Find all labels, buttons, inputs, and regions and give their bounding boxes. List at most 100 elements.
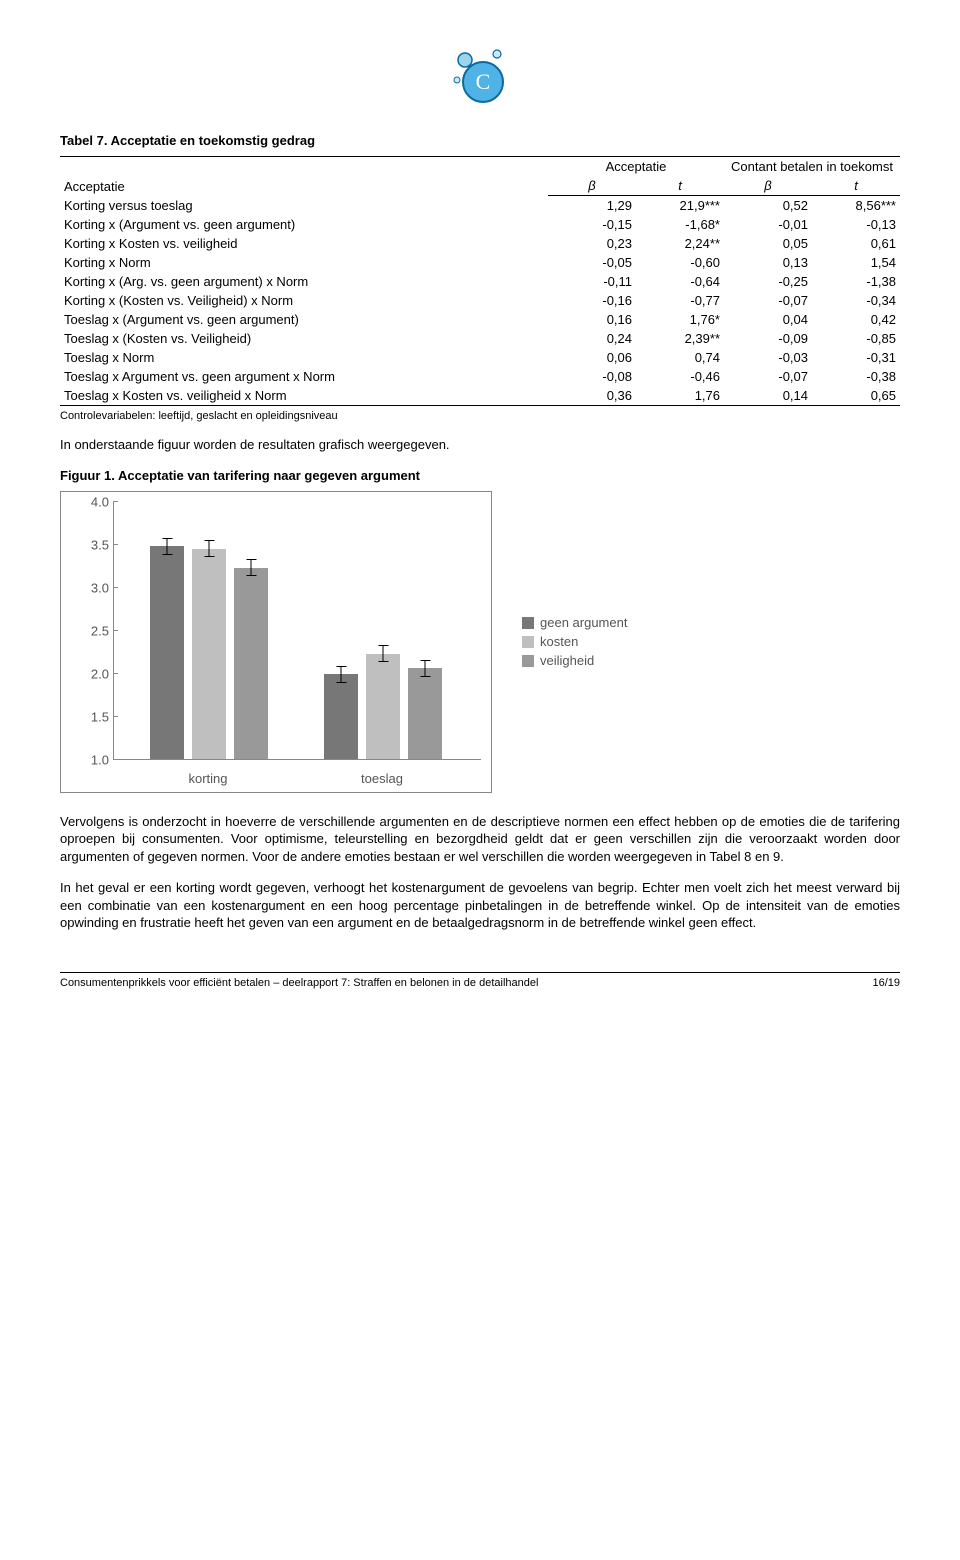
footer-page: 16/19: [872, 977, 900, 989]
table-note: Controlevariabelen: leeftijd, geslacht e…: [60, 410, 900, 422]
table-cell: -0,46: [636, 367, 724, 386]
paragraph-intro: In onderstaande figuur worden de resulta…: [60, 436, 900, 454]
table-cell: 0,14: [724, 386, 812, 406]
sub-beta-1: β: [548, 176, 636, 196]
table-cell: 0,52: [724, 196, 812, 216]
table-cell: 0,06: [548, 348, 636, 367]
legend-label: veiligheid: [540, 653, 594, 668]
y-tick-label: 2.5: [61, 623, 109, 638]
table-cell: 2,39**: [636, 329, 724, 348]
stats-table: Acceptatie Acceptatie Contant betalen in…: [60, 156, 900, 406]
y-tick-label: 1.0: [61, 752, 109, 767]
chart-bar: [192, 549, 226, 759]
svg-text:C: C: [476, 69, 491, 94]
legend-swatch: [522, 617, 534, 629]
chart-bar: [150, 546, 184, 758]
table-cell: -0,11: [548, 272, 636, 291]
table-cell: -0,07: [724, 367, 812, 386]
legend-item: veiligheid: [522, 653, 627, 668]
table-row-label: Toeslag x (Kosten vs. Veiligheid): [60, 329, 548, 348]
x-category-label: korting: [149, 771, 267, 786]
y-tick-label: 4.0: [61, 494, 109, 509]
legend-label: geen argument: [540, 615, 627, 630]
bar-chart: 1.0 1.5 2.0 2.5 3.0 3.5 4.0 korting toeslag: [60, 491, 492, 793]
table-cell: -0,13: [812, 215, 900, 234]
table-cell: -1,38: [812, 272, 900, 291]
y-tick-label: 3.5: [61, 537, 109, 552]
table-cell: -0,31: [812, 348, 900, 367]
table-cell: -0,25: [724, 272, 812, 291]
table-cell: 0,65: [812, 386, 900, 406]
table-cell: -0,60: [636, 253, 724, 272]
legend-item: kosten: [522, 634, 627, 649]
table-cell: 1,29: [548, 196, 636, 216]
table-cell: 1,76: [636, 386, 724, 406]
table-cell: 1,76*: [636, 310, 724, 329]
table-row-label: Korting x Norm: [60, 253, 548, 272]
col-header-group2: Contant betalen in toekomst: [724, 157, 900, 177]
table-cell: 0,05: [724, 234, 812, 253]
table-cell: 0,74: [636, 348, 724, 367]
chart-bar: [366, 654, 400, 759]
table-cell: 0,36: [548, 386, 636, 406]
table-cell: 2,24**: [636, 234, 724, 253]
table-cell: -0,03: [724, 348, 812, 367]
table-row-label: Korting x (Kosten vs. Veiligheid) x Norm: [60, 291, 548, 310]
x-category-label: toeslag: [323, 771, 441, 786]
table-row-label: Korting x (Argument vs. geen argument): [60, 215, 548, 234]
legend-swatch: [522, 636, 534, 648]
table-cell: 0,24: [548, 329, 636, 348]
table-cell: -0,38: [812, 367, 900, 386]
table-row-label: Toeslag x Argument vs. geen argument x N…: [60, 367, 548, 386]
table-cell: 21,9***: [636, 196, 724, 216]
table-cell: 0,16: [548, 310, 636, 329]
table-cell: -0,05: [548, 253, 636, 272]
sub-t-2: t: [812, 176, 900, 196]
table-cell: -0,34: [812, 291, 900, 310]
y-tick-label: 3.0: [61, 580, 109, 595]
table-cell: -0,01: [724, 215, 812, 234]
col-header-left: Acceptatie: [60, 157, 548, 196]
y-tick-label: 1.5: [61, 709, 109, 724]
paragraph-2: Vervolgens is onderzocht in hoeverre de …: [60, 813, 900, 866]
footer-text: Consumentenprikkels voor efficiënt betal…: [60, 977, 538, 989]
table-cell: -1,68*: [636, 215, 724, 234]
page-footer: Consumentenprikkels voor efficiënt betal…: [60, 972, 900, 989]
table-cell: 0,04: [724, 310, 812, 329]
table-cell: -0,15: [548, 215, 636, 234]
legend-swatch: [522, 655, 534, 667]
table-cell: -0,09: [724, 329, 812, 348]
sub-beta-2: β: [724, 176, 812, 196]
chart-bar: [408, 668, 442, 758]
header-logo: C: [60, 40, 900, 113]
table-cell: 0,23: [548, 234, 636, 253]
sub-t-1: t: [636, 176, 724, 196]
legend-item: geen argument: [522, 615, 627, 630]
table-row-label: Toeslag x Kosten vs. veiligheid x Norm: [60, 386, 548, 406]
chart-bar: [324, 674, 358, 758]
table-cell: -0,77: [636, 291, 724, 310]
chart-legend: geen argument kosten veiligheid: [522, 611, 627, 672]
chart-bar: [234, 568, 268, 759]
table-cell: 8,56***: [812, 196, 900, 216]
legend-label: kosten: [540, 634, 578, 649]
table-cell: 0,61: [812, 234, 900, 253]
table-cell: 1,54: [812, 253, 900, 272]
table-row-label: Toeslag x (Argument vs. geen argument): [60, 310, 548, 329]
table-cell: -0,07: [724, 291, 812, 310]
y-tick-label: 2.0: [61, 666, 109, 681]
table-row-label: Korting x (Arg. vs. geen argument) x Nor…: [60, 272, 548, 291]
table-cell: -0,85: [812, 329, 900, 348]
paragraph-3: In het geval er een korting wordt gegeve…: [60, 879, 900, 932]
figure-title: Figuur 1. Acceptatie van tarifering naar…: [60, 468, 900, 483]
col-header-group1: Acceptatie: [548, 157, 724, 177]
table-row-label: Korting x Kosten vs. veiligheid: [60, 234, 548, 253]
table-cell: 0,13: [724, 253, 812, 272]
table-cell: 0,42: [812, 310, 900, 329]
table-row-label: Korting versus toeslag: [60, 196, 548, 216]
table-row-label: Toeslag x Norm: [60, 348, 548, 367]
table-title: Tabel 7. Acceptatie en toekomstig gedrag: [60, 133, 900, 148]
chart-container: 1.0 1.5 2.0 2.5 3.0 3.5 4.0 korting toeslag gee…: [60, 491, 900, 793]
table-cell: -0,16: [548, 291, 636, 310]
table-cell: -0,08: [548, 367, 636, 386]
